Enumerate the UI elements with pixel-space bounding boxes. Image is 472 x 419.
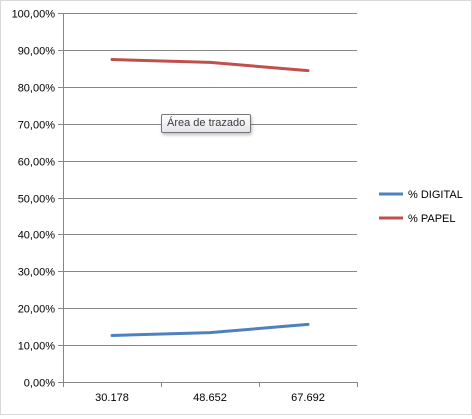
y-tick-label: 50,00%: [18, 194, 56, 206]
y-tick-label: 10,00%: [18, 341, 56, 353]
y-tick-label: 40,00%: [18, 230, 56, 242]
legend[interactable]: % DIGITAL % PAPEL: [379, 189, 463, 225]
series-line-digital[interactable]: [110, 322, 310, 337]
y-tick-label: 100,00%: [12, 9, 56, 21]
plot-area-tooltip: Área de trazado: [161, 114, 252, 133]
x-tick-label: 48.652: [193, 392, 227, 404]
y-axis-tick-labels: 0,00% 10,00% 20,00% 30,00% 40,00% 50,00% 60,00…: [12, 9, 56, 390]
y-tick-label: 0,00%: [24, 378, 55, 390]
axes: [58, 13, 358, 387]
y-tick-label: 70,00%: [18, 120, 56, 132]
legend-label: % PAPEL: [408, 213, 456, 225]
series-line-papel[interactable]: [110, 58, 310, 73]
gridlines: [63, 13, 357, 346]
y-tick-label: 30,00%: [18, 267, 56, 279]
y-tick-label: 20,00%: [18, 304, 56, 316]
y-tick-label: 60,00%: [18, 157, 56, 169]
legend-label: % DIGITAL: [408, 189, 463, 201]
x-tick-label: 67.692: [291, 392, 325, 404]
plot-area[interactable]: [110, 58, 310, 337]
x-axis-tick-labels: 30.178 48.652 67.692: [95, 392, 325, 404]
y-tick-label: 90,00%: [18, 46, 56, 58]
x-tick-label: 30.178: [95, 392, 129, 404]
y-tick-label: 80,00%: [18, 83, 56, 95]
